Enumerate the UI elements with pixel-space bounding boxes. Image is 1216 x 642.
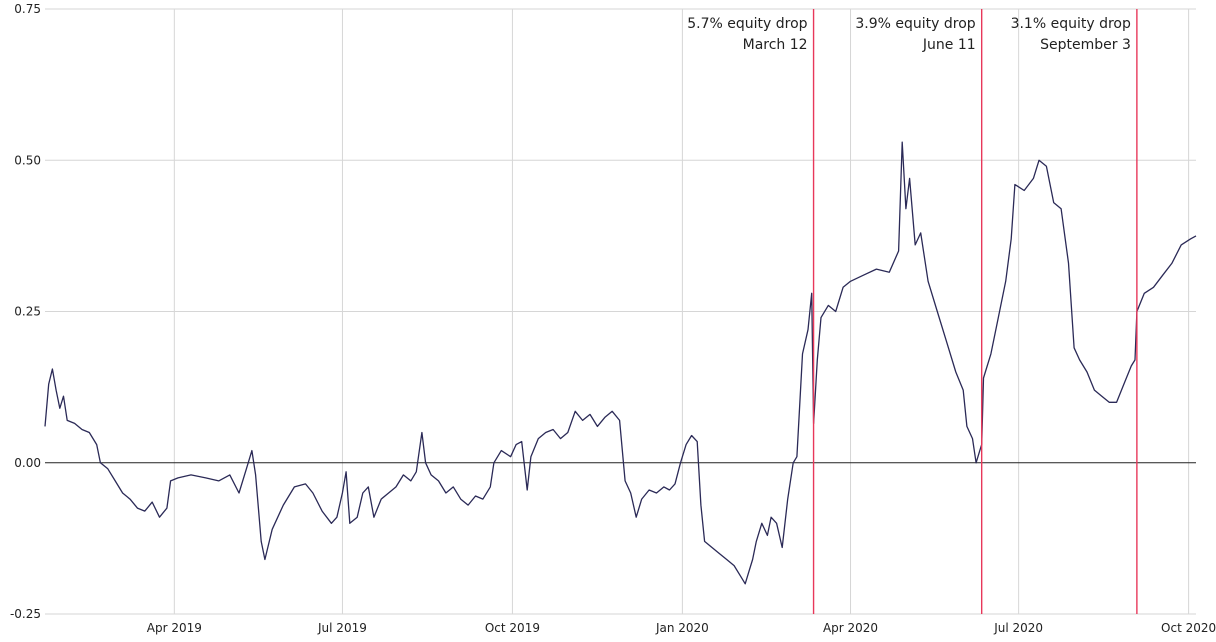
y-tick-label: 0.50 [14, 153, 41, 167]
horizontal-gridlines [45, 8, 1196, 615]
x-tick-label: Apr 2019 [147, 621, 202, 635]
x-tick-label: Oct 2020 [1161, 621, 1216, 635]
x-tick-label: Apr 2020 [823, 621, 878, 635]
series-layer [44, 141, 1197, 585]
event-label-date: March 12 [743, 37, 808, 53]
event-label-title: 3.9% equity drop [855, 16, 975, 32]
series-line [44, 141, 1197, 585]
x-tick-label: Jul 2020 [993, 621, 1043, 635]
event-lines: 5.7% equity drop March 12 3.9% equity drop… [687, 9, 1138, 614]
y-tick-label: 0.75 [14, 2, 41, 16]
y-tick-label: 0.25 [14, 305, 41, 319]
y-tick-label: 0.00 [14, 456, 41, 470]
x-tick-label: Jan 2020 [655, 621, 709, 635]
event-label-title: 3.1% equity drop [1011, 16, 1131, 32]
x-axis-ticks: Apr 2019 Jul 2019 Oct 2019 Jan 2020 Apr 2020… [147, 621, 1216, 635]
y-tick-label: -0.25 [10, 607, 41, 621]
x-tick-label: Oct 2019 [485, 621, 540, 635]
x-tick-label: Jul 2019 [317, 621, 367, 635]
event-label-date: September 3 [1040, 37, 1131, 53]
event-label-date: June 11 [922, 37, 976, 53]
event-label-title: 5.7% equity drop [687, 16, 807, 32]
y-axis-ticks: -0.25 0.00 0.25 0.50 0.75 [10, 2, 41, 621]
